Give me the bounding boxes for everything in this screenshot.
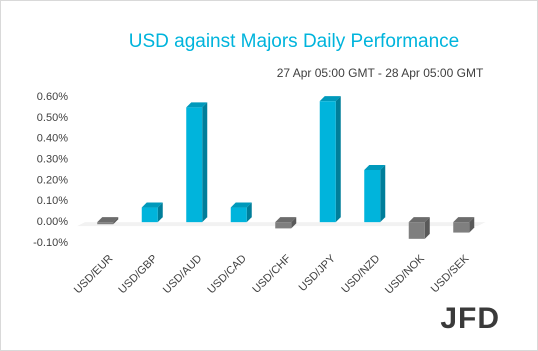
bar-top <box>97 217 119 223</box>
bar-side <box>335 96 341 223</box>
bar-top <box>275 217 297 223</box>
bar <box>141 207 158 223</box>
y-tick-label: 0.50% <box>37 112 68 124</box>
bar-side <box>380 165 386 223</box>
y-tick-label: 0.40% <box>37 133 68 145</box>
logo: JFD <box>440 302 500 335</box>
chart-subtitle: 27 Apr 05:00 GMT - 28 Apr 05:00 GMT <box>277 66 484 80</box>
bar <box>364 170 381 223</box>
bar <box>97 222 114 225</box>
bar-top <box>230 202 252 208</box>
bar-side <box>246 202 252 223</box>
y-tick-label: -0.10% <box>33 237 68 249</box>
bar <box>319 101 336 223</box>
bar <box>275 222 292 229</box>
bar-top <box>408 217 430 223</box>
y-tick-label: 0.10% <box>37 195 68 207</box>
bar-side <box>157 202 163 223</box>
y-tick-label: 0.60% <box>37 91 68 103</box>
y-tick-label: 0.20% <box>37 174 68 186</box>
bar <box>186 107 203 223</box>
bar <box>453 222 470 233</box>
bar-side <box>424 217 430 239</box>
chart-title: USD against Majors Daily Performance <box>129 31 460 52</box>
bar-side <box>291 217 297 229</box>
bar-top <box>453 217 475 223</box>
bar-top <box>141 202 163 208</box>
bar <box>408 222 425 239</box>
bar-side <box>202 102 208 223</box>
bar-side <box>469 217 475 233</box>
y-tick-label: 0.00% <box>37 216 68 228</box>
bar <box>230 207 247 223</box>
bar-top <box>186 102 208 108</box>
bar-top <box>364 165 386 170</box>
y-tick-label: 0.30% <box>37 153 68 165</box>
bar-side <box>113 217 119 225</box>
bar-top <box>319 96 341 102</box>
